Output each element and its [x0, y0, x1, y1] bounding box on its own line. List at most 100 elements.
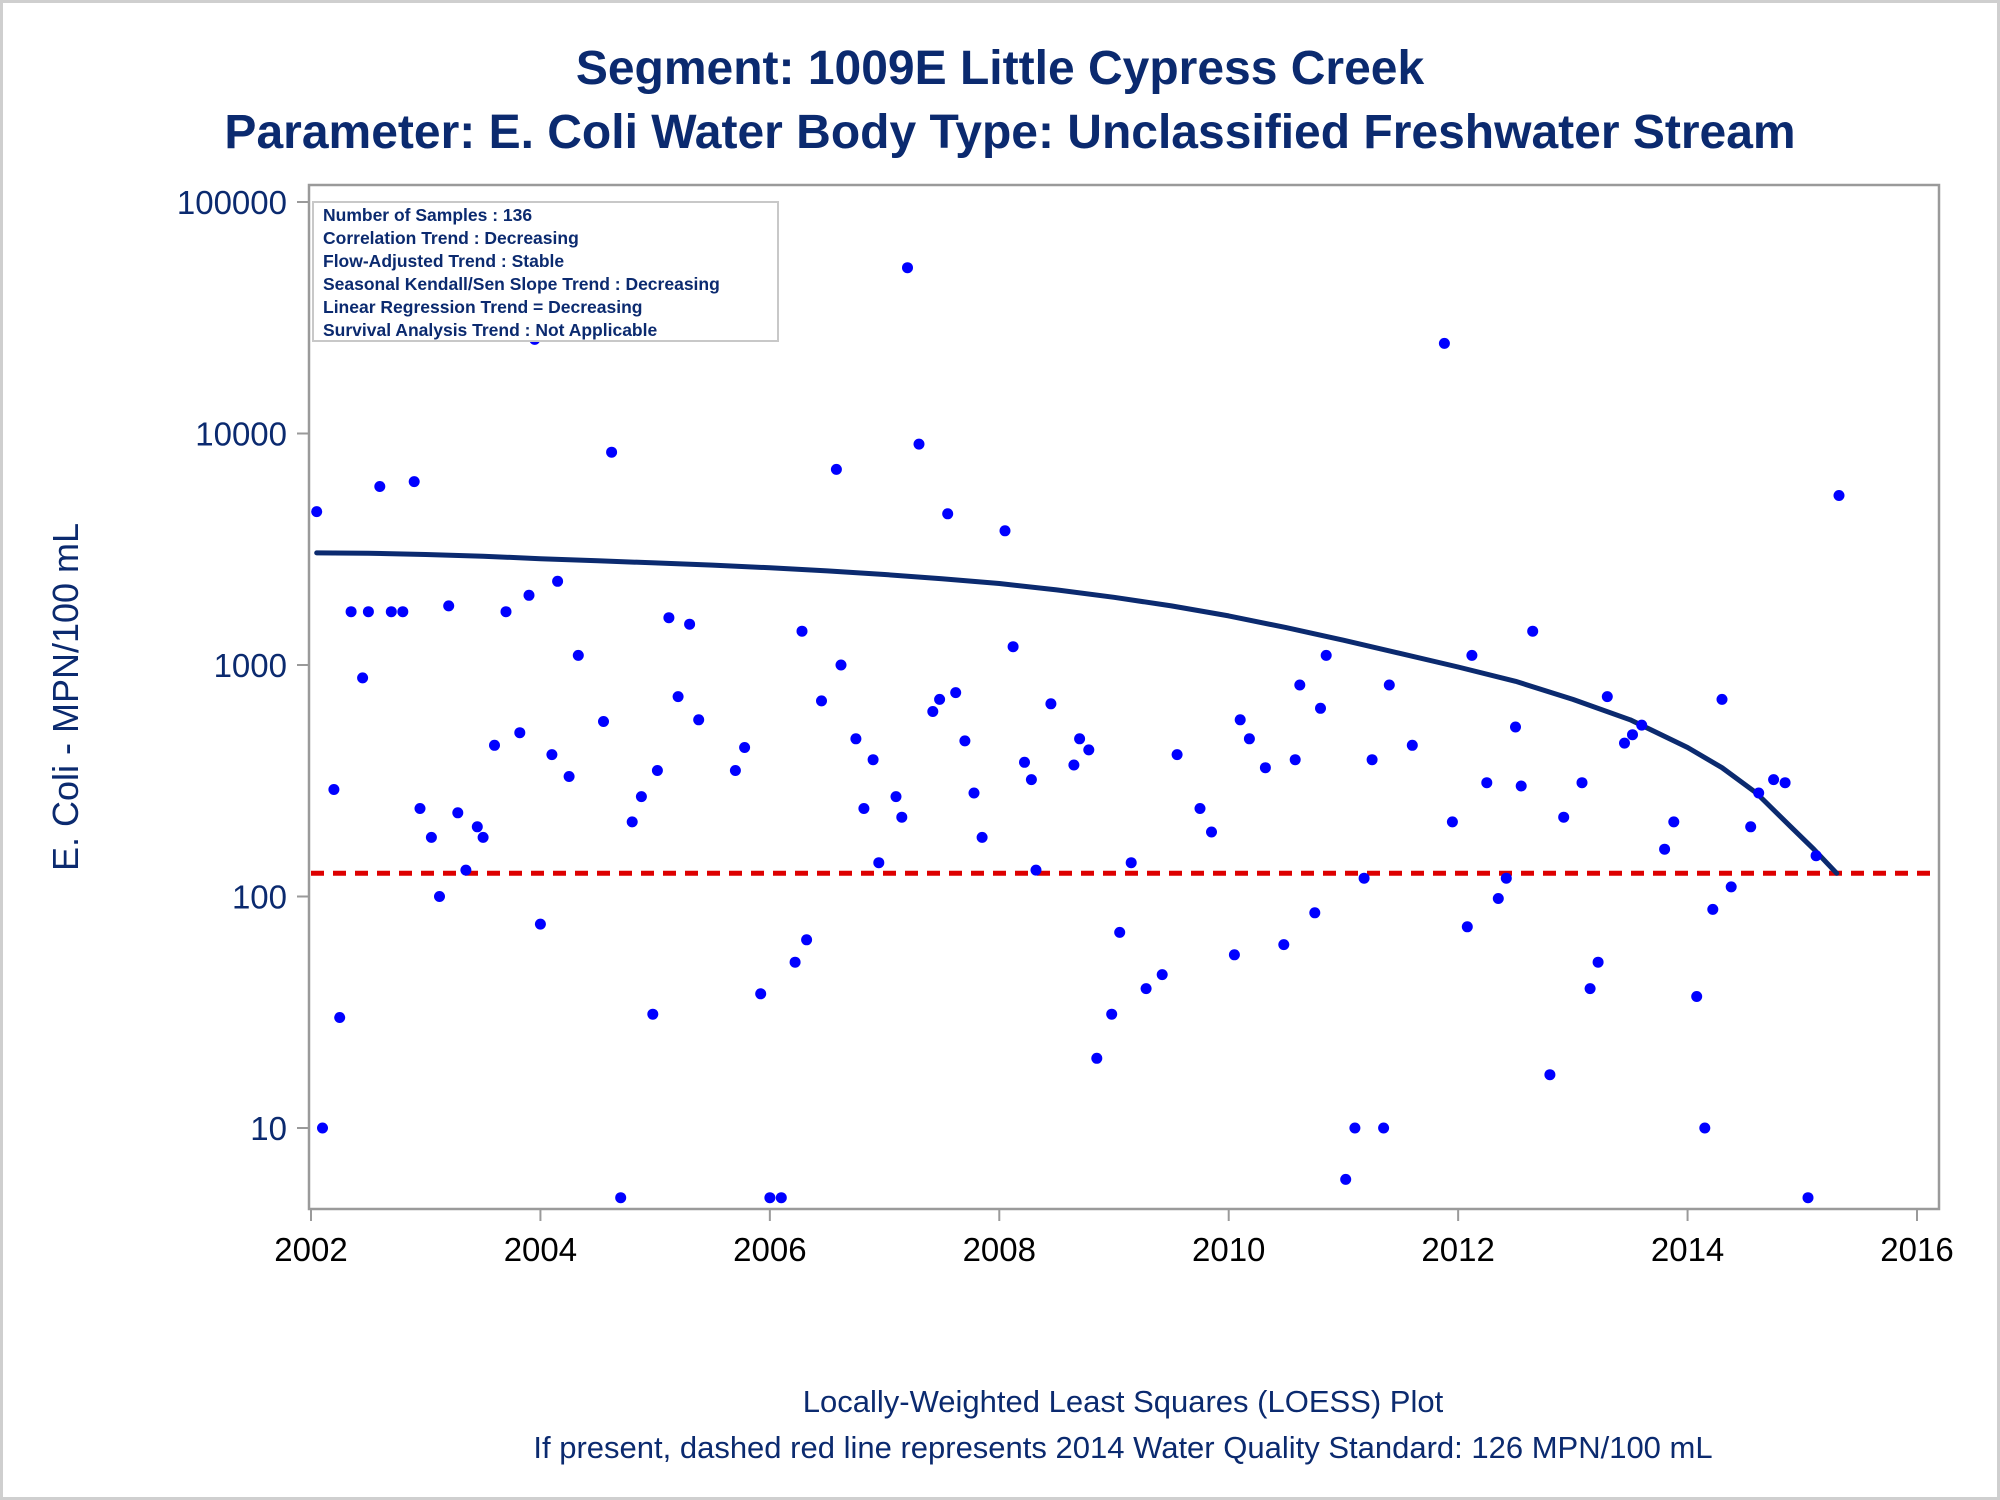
sample-point	[1659, 843, 1671, 855]
sample-point	[1481, 777, 1493, 789]
sample-point	[934, 693, 946, 705]
sample-point	[443, 600, 455, 612]
sample-point	[1584, 983, 1596, 995]
x-tick-label: 2002	[274, 1231, 347, 1268]
sample-point	[1378, 1122, 1390, 1134]
sample-point	[867, 754, 879, 766]
sample-point	[850, 733, 862, 745]
y-tick-label: 100	[232, 879, 287, 916]
sample-point	[546, 749, 558, 761]
sample-point	[830, 463, 842, 475]
trend-inset-box	[312, 201, 779, 342]
sample-point	[1438, 337, 1450, 349]
sample-point	[311, 506, 323, 518]
sample-point	[374, 481, 386, 492]
sample-point	[1745, 821, 1757, 833]
sample-point	[927, 706, 939, 717]
sample-point	[1619, 737, 1630, 749]
inset-line-linear-regression: Linear Regression Trend = Decreasing	[323, 297, 643, 317]
sample-point	[357, 672, 369, 684]
sample-point	[1544, 1069, 1556, 1081]
sample-point	[835, 659, 847, 671]
sample-point	[1383, 679, 1395, 691]
sample-point	[1515, 780, 1527, 792]
sample-point	[1492, 893, 1504, 904]
y-tick-label: 10000	[195, 416, 287, 453]
sample-point	[1558, 811, 1570, 823]
sample-point	[1810, 850, 1822, 862]
sample-point	[471, 821, 483, 833]
sample-point	[1592, 956, 1604, 968]
x-tick-label: 2008	[963, 1231, 1036, 1268]
sample-point	[489, 739, 500, 751]
sample-point	[959, 735, 971, 747]
loess-curve-group	[314, 550, 1840, 876]
sample-point	[1114, 926, 1126, 938]
sample-point	[1636, 719, 1648, 731]
sample-point	[1294, 679, 1306, 691]
sample-point	[663, 612, 675, 624]
y-axis: 10 100 1000 10000 100000	[177, 184, 309, 1147]
sample-point	[328, 784, 340, 795]
sample-point	[434, 891, 445, 902]
x-tick-label: 2012	[1421, 1231, 1494, 1268]
sample-point	[1259, 762, 1271, 774]
sample-point	[651, 765, 663, 776]
sample-point	[1315, 702, 1326, 714]
sample-point	[890, 791, 902, 803]
sample-point	[385, 606, 397, 618]
sample-point	[1320, 649, 1332, 661]
inset-line-correlation: Correlation Trend : Decreasing	[323, 228, 579, 248]
sample-point	[1707, 903, 1719, 915]
sample-point	[598, 716, 609, 727]
sample-point	[1045, 698, 1057, 710]
sample-point	[1802, 1192, 1814, 1204]
sample-point	[1083, 744, 1095, 756]
sample-point	[514, 727, 526, 739]
sample-point	[460, 864, 472, 876]
sample-point	[1171, 749, 1183, 761]
sample-point	[1091, 1052, 1103, 1064]
plot-area	[307, 183, 1941, 1211]
x-tick-label: 2006	[733, 1231, 806, 1268]
sample-point	[1019, 756, 1030, 768]
sample-point	[1140, 983, 1152, 995]
sample-point	[1446, 816, 1458, 828]
sample-point	[452, 807, 464, 819]
sample-point	[563, 771, 575, 782]
inset-line-survival: Survival Analysis Trend : Not Applicable	[323, 320, 657, 340]
sample-point	[801, 934, 813, 946]
sample-point	[950, 687, 962, 699]
sample-point	[1627, 729, 1638, 741]
sample-point	[1500, 872, 1512, 884]
sample-point	[1309, 907, 1321, 919]
sample-point	[1194, 803, 1206, 814]
sample-point	[523, 589, 535, 601]
sample-point	[672, 691, 684, 703]
x-tick-label: 2014	[1651, 1231, 1724, 1268]
sample-point	[1106, 1008, 1118, 1020]
sample-point	[408, 476, 420, 488]
sample-point	[1349, 1122, 1361, 1134]
inset-line-flow-adjusted: Flow-Adjusted Trend : Stable	[323, 251, 564, 271]
sample-point	[1340, 1173, 1352, 1185]
sample-point	[635, 791, 647, 803]
sample-point	[1074, 733, 1086, 745]
inset-line-samples: Number of Samples : 136	[323, 205, 532, 225]
sample-point	[775, 1192, 787, 1204]
trend-inset: Number of Samples : 136 Correlation Tren…	[312, 201, 779, 342]
sample-point	[345, 606, 357, 618]
sample-point	[334, 1012, 346, 1023]
sample-point	[873, 857, 885, 869]
sample-point	[764, 1192, 776, 1204]
sample-point	[816, 695, 827, 707]
sample-point	[1228, 949, 1240, 961]
sample-point	[1278, 939, 1290, 951]
sample-point	[1068, 759, 1080, 771]
sample-point	[755, 988, 767, 1000]
sample-point	[397, 606, 409, 618]
sample-point	[534, 918, 546, 930]
sample-point	[1576, 777, 1588, 789]
